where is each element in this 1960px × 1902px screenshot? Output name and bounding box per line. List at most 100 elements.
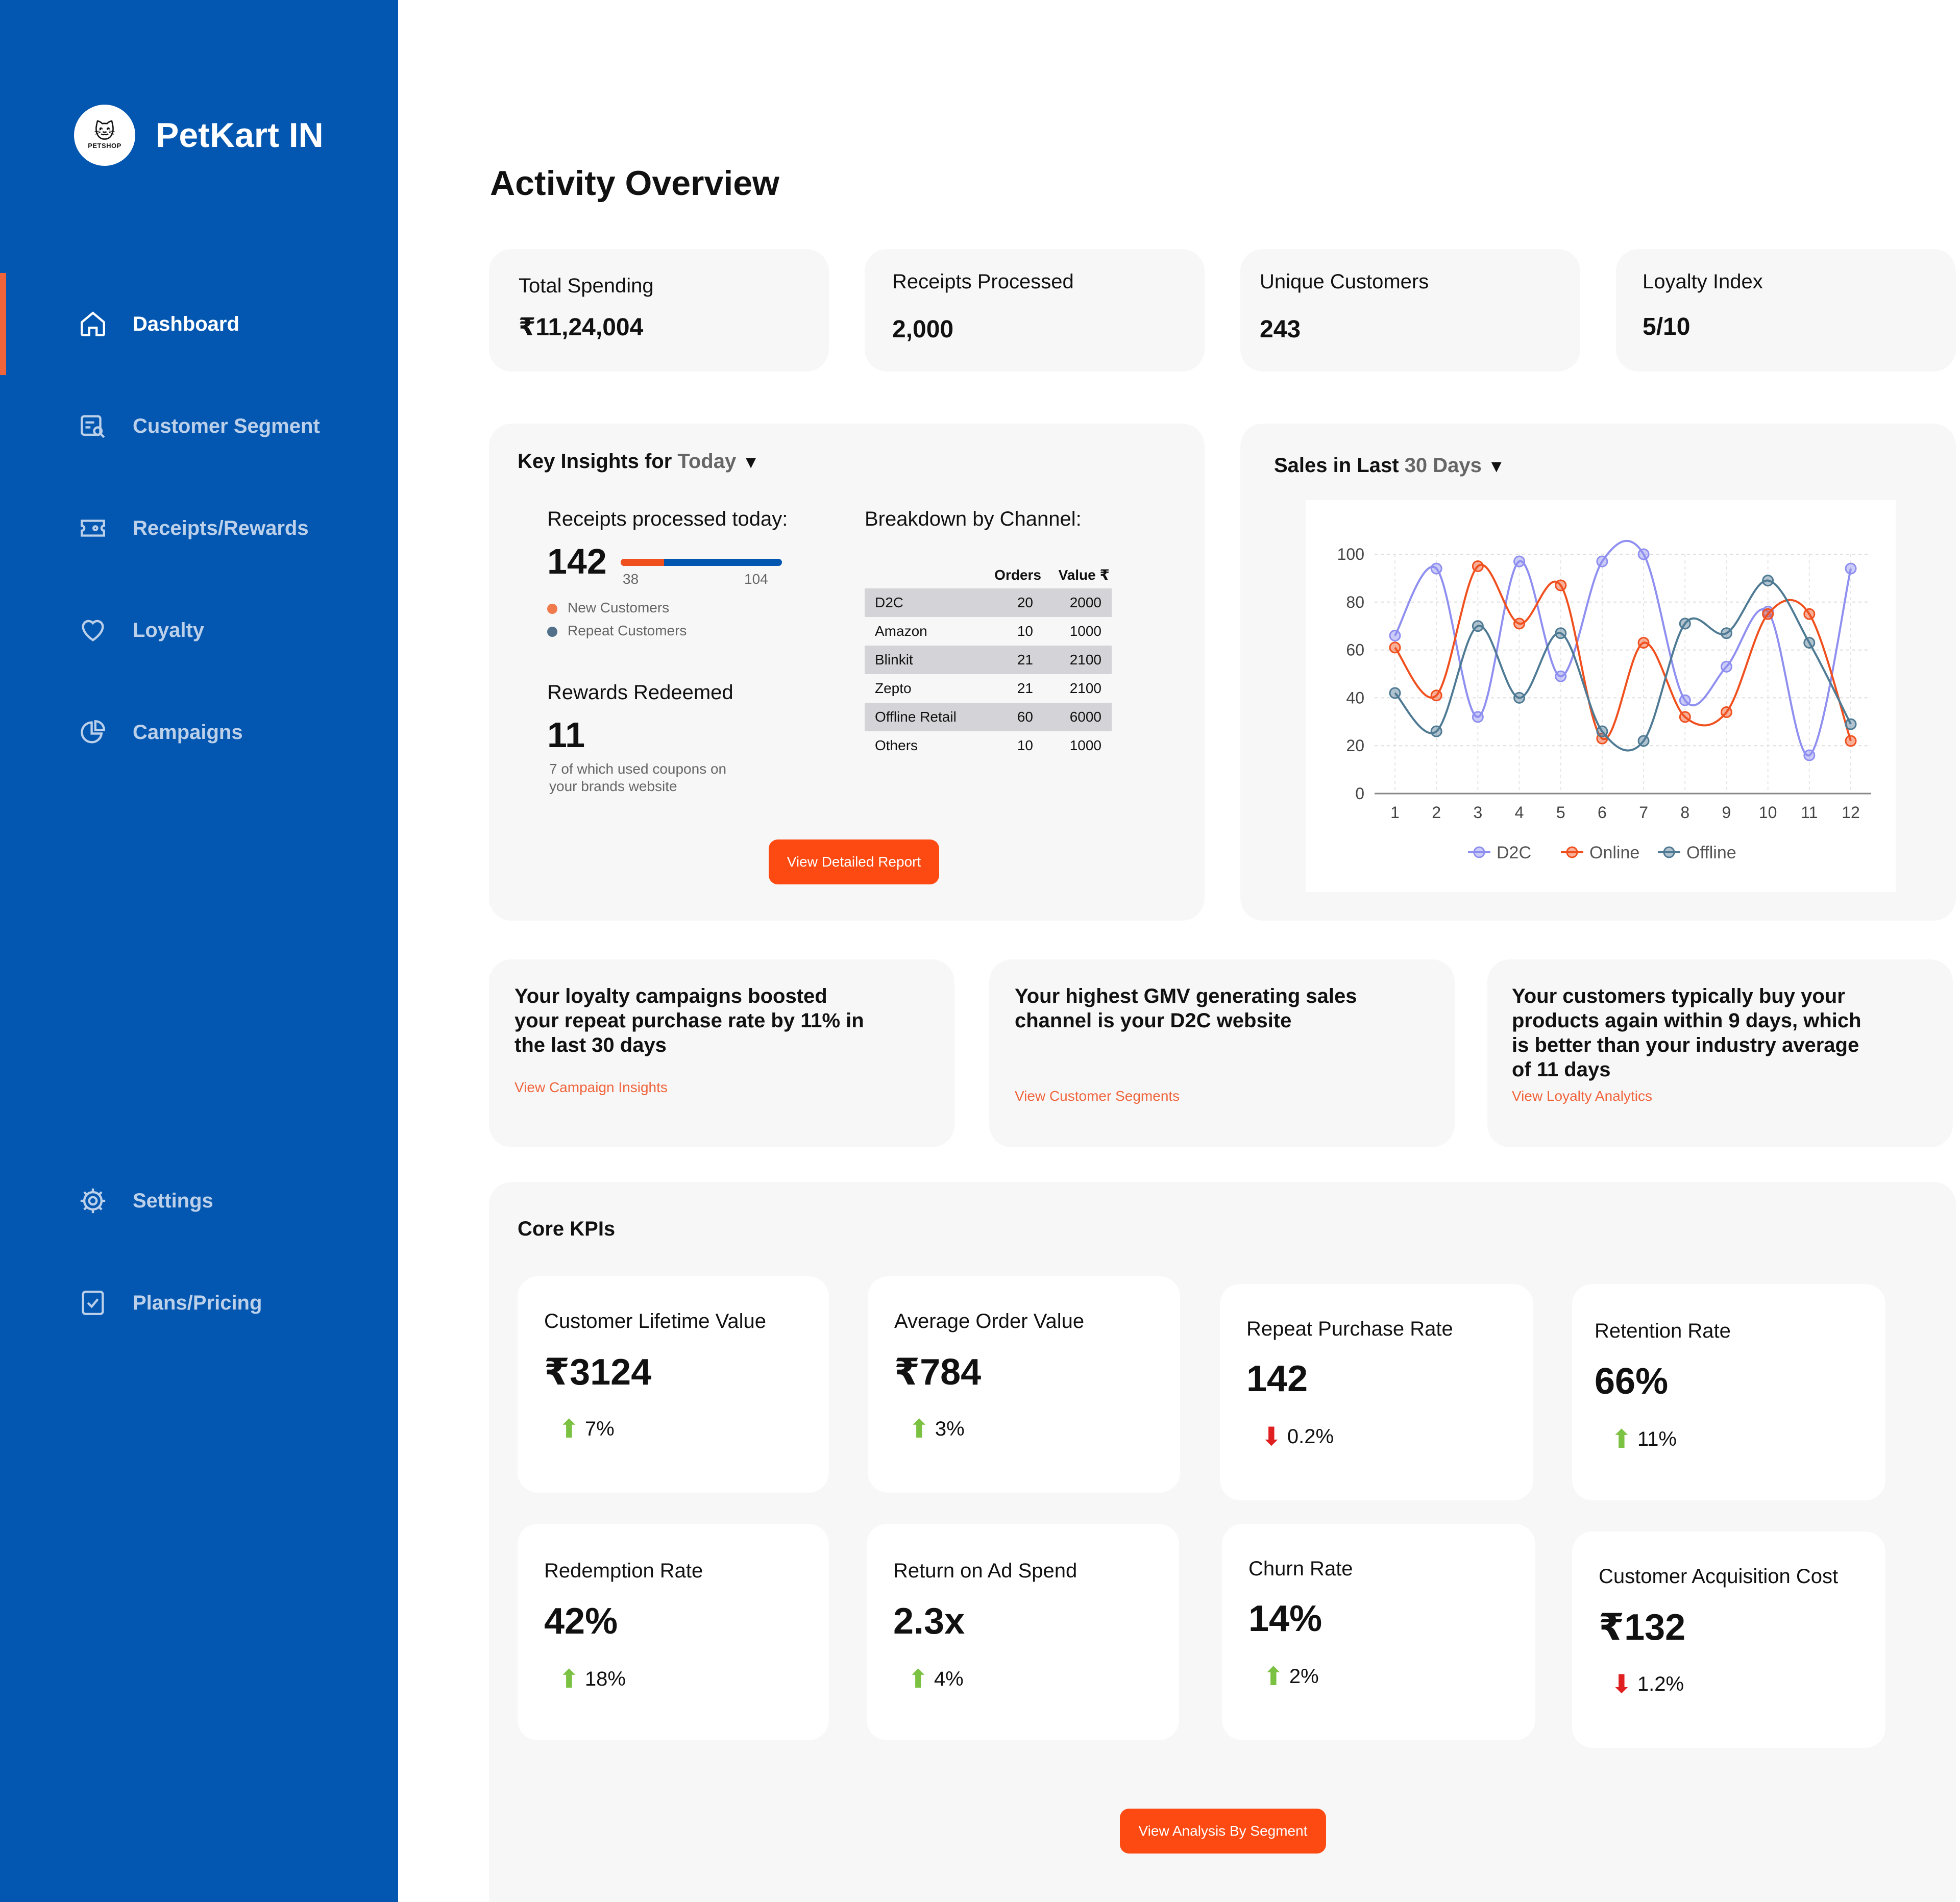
sidebar-item-label: Receipts/Rewards xyxy=(133,516,309,539)
rewards-label: Rewards Redeemed xyxy=(547,681,733,704)
value-header: Value ₹ xyxy=(1058,567,1110,583)
y-tick-label: 80 xyxy=(1346,593,1364,611)
data-point-d2c xyxy=(1513,555,1526,567)
segment-search-icon xyxy=(77,410,109,442)
pie-chart-icon xyxy=(77,716,109,749)
orders-header: Orders xyxy=(994,566,1041,583)
kpi-label: Customer Acquisition Cost xyxy=(1599,1565,1839,1588)
sidebar-item-campaigns[interactable]: Campaigns xyxy=(0,681,398,783)
kpi-card-churn-rate[interactable]: Churn Rate 14% ⬆ 2% xyxy=(1222,1524,1535,1740)
kpi-value: 66% xyxy=(1595,1361,1669,1402)
y-tick-label: 0 xyxy=(1355,784,1364,803)
sidebar-item-dashboard[interactable]: Dashboard xyxy=(0,273,398,375)
sidebar-item-label: Loyalty xyxy=(133,619,205,641)
x-tick-label: 9 xyxy=(1722,803,1731,822)
kpi-label: Return on Ad Spend xyxy=(893,1560,1077,1582)
table-header: Orders Value ₹ xyxy=(865,566,1112,588)
kpi-card-return-on-ad-spend[interactable]: Return on Ad Spend 2.3x ⬆ 4% xyxy=(867,1524,1179,1740)
data-point-offline xyxy=(1803,637,1816,649)
stat-card-receipts-processed[interactable]: Receipts Processed 2,000 xyxy=(865,249,1205,372)
data-point-offline xyxy=(1389,687,1401,699)
sidebar-item-label: Dashboard xyxy=(133,312,239,335)
stat-card-unique-customers[interactable]: Unique Customers 243 xyxy=(1240,249,1580,372)
y-tick-label: 20 xyxy=(1346,736,1364,755)
kpi-delta: ⬇ 1.2% xyxy=(1611,1670,1684,1698)
x-tick-label: 8 xyxy=(1680,803,1689,822)
arrow-up-icon: ⬆ xyxy=(558,1415,580,1443)
kpi-value: 2.3x xyxy=(893,1601,965,1642)
data-point-d2c xyxy=(1679,694,1691,706)
data-point-offline xyxy=(1720,627,1732,639)
data-point-offline xyxy=(1430,725,1442,737)
data-point-offline xyxy=(1845,718,1857,730)
brand[interactable]: 🐱 PETSHOP PetKart IN xyxy=(74,105,324,166)
caret-down-icon[interactable]: ▼ xyxy=(1487,457,1505,476)
arrow-up-icon: ⬆ xyxy=(909,1415,930,1443)
data-point-d2c xyxy=(1803,749,1816,761)
data-point-d2c xyxy=(1845,562,1857,575)
data-point-online xyxy=(1555,579,1567,591)
breakdown-label: Breakdown by Channel: xyxy=(865,508,1082,530)
view-customer-segments-link[interactable]: View Customer Segments xyxy=(1015,1088,1180,1104)
kpi-value: 142 xyxy=(1246,1358,1308,1399)
key-insights-panel: Key Insights for Today ▼ Receipts process… xyxy=(489,424,1205,921)
gear-icon xyxy=(77,1184,109,1217)
x-tick-label: 2 xyxy=(1432,803,1441,822)
kpi-card-average-order-value[interactable]: Average Order Value ₹784 ⬆ 3% xyxy=(868,1276,1180,1493)
view-loyalty-analytics-link[interactable]: View Loyalty Analytics xyxy=(1512,1088,1652,1104)
view-campaign-insights-link[interactable]: View Campaign Insights xyxy=(514,1079,668,1095)
kpi-label: Average Order Value xyxy=(894,1310,1085,1332)
view-detailed-report-button[interactable]: View Detailed Report xyxy=(769,839,939,884)
kpi-value: ₹132 xyxy=(1599,1607,1686,1648)
insight-text: Your highest GMV generating sales channel… xyxy=(1015,985,1357,1032)
data-point-offline xyxy=(1596,725,1608,737)
data-point-d2c xyxy=(1555,670,1567,682)
stat-card-total-spending[interactable]: Total Spending ₹11,24,004 xyxy=(489,249,829,372)
kpi-card-repeat-purchase-rate[interactable]: Repeat Purchase Rate 142 ⬇ 0.2% xyxy=(1220,1284,1533,1500)
data-point-offline xyxy=(1762,575,1774,587)
kpi-value: 42% xyxy=(544,1601,618,1642)
stat-label: Unique Customers xyxy=(1260,270,1429,293)
kpi-card-customer-lifetime-value[interactable]: Customer Lifetime Value ₹3124 ⬆ 7% xyxy=(518,1276,829,1493)
sidebar-item-settings[interactable]: Settings xyxy=(0,1150,398,1252)
sidebar-item-label: Customer Segment xyxy=(133,414,320,437)
kpi-card-retention-rate[interactable]: Retention Rate 66% ⬆ 11% xyxy=(1572,1284,1885,1500)
kpi-delta: ⬇ 0.2% xyxy=(1261,1422,1334,1451)
series-line-d2c xyxy=(1394,539,1852,757)
insight-text: Your customers typically buy your product… xyxy=(1512,985,1861,1081)
sidebar-item-loyalty[interactable]: Loyalty xyxy=(0,579,398,681)
kpi-label: Redemption Rate xyxy=(544,1560,703,1582)
data-point-d2c xyxy=(1472,711,1484,723)
period-selector[interactable]: 30 Days xyxy=(1404,454,1482,477)
kpi-delta: ⬆ 2% xyxy=(1263,1662,1319,1691)
data-point-offline xyxy=(1555,627,1567,639)
y-tick-label: 40 xyxy=(1346,688,1364,707)
stat-card-loyalty-index[interactable]: Loyalty Index 5/10 xyxy=(1616,249,1956,372)
sales-chart-area: 0 20 40 60 80 100 1 2 3 4 5 6 7 8 9 10 11 12 D2C Online Offl… xyxy=(1306,500,1896,892)
arrow-up-icon: ⬆ xyxy=(558,1665,580,1693)
home-icon xyxy=(77,308,109,340)
table-row: Others 10 1000 xyxy=(875,737,1101,753)
table-row: D2C 20 2000 xyxy=(865,588,1112,617)
sidebar-item-customer-segment[interactable]: Customer Segment xyxy=(0,375,398,477)
core-kpis-title: Core KPIs xyxy=(518,1218,616,1240)
stat-value: ₹11,24,004 xyxy=(519,314,644,341)
kpi-card-redemption-rate[interactable]: Redemption Rate 42% ⬆ 18% xyxy=(518,1524,829,1740)
stat-label: Receipts Processed xyxy=(892,270,1074,293)
period-selector[interactable]: Today xyxy=(677,450,737,473)
kpi-card-customer-acquisition-cost[interactable]: Customer Acquisition Cost ₹132 ⬇ 1.2% xyxy=(1572,1532,1885,1748)
data-point-d2c xyxy=(1430,562,1442,575)
legend-marker-d2c xyxy=(1473,846,1485,858)
view-analysis-by-segment-button[interactable]: View Analysis By Segment xyxy=(1120,1809,1326,1854)
sidebar-item-plans-pricing[interactable]: Plans/Pricing xyxy=(0,1252,398,1354)
table-row: Amazon 10 1000 xyxy=(875,623,1101,639)
sales-title[interactable]: Sales in Last 30 Days ▼ xyxy=(1274,454,1505,477)
sidebar: 🐱 PETSHOP PetKart IN Dashboard Customer … xyxy=(0,0,398,1902)
key-insights-title[interactable]: Key Insights for Today ▼ xyxy=(518,450,760,473)
kpi-label: Retention Rate xyxy=(1595,1320,1731,1342)
data-point-d2c xyxy=(1720,660,1732,673)
stat-label: Total Spending xyxy=(519,275,654,297)
caret-down-icon[interactable]: ▼ xyxy=(742,453,760,472)
sidebar-item-receipts-rewards[interactable]: Receipts/Rewards xyxy=(0,477,398,579)
data-point-d2c xyxy=(1596,555,1608,567)
